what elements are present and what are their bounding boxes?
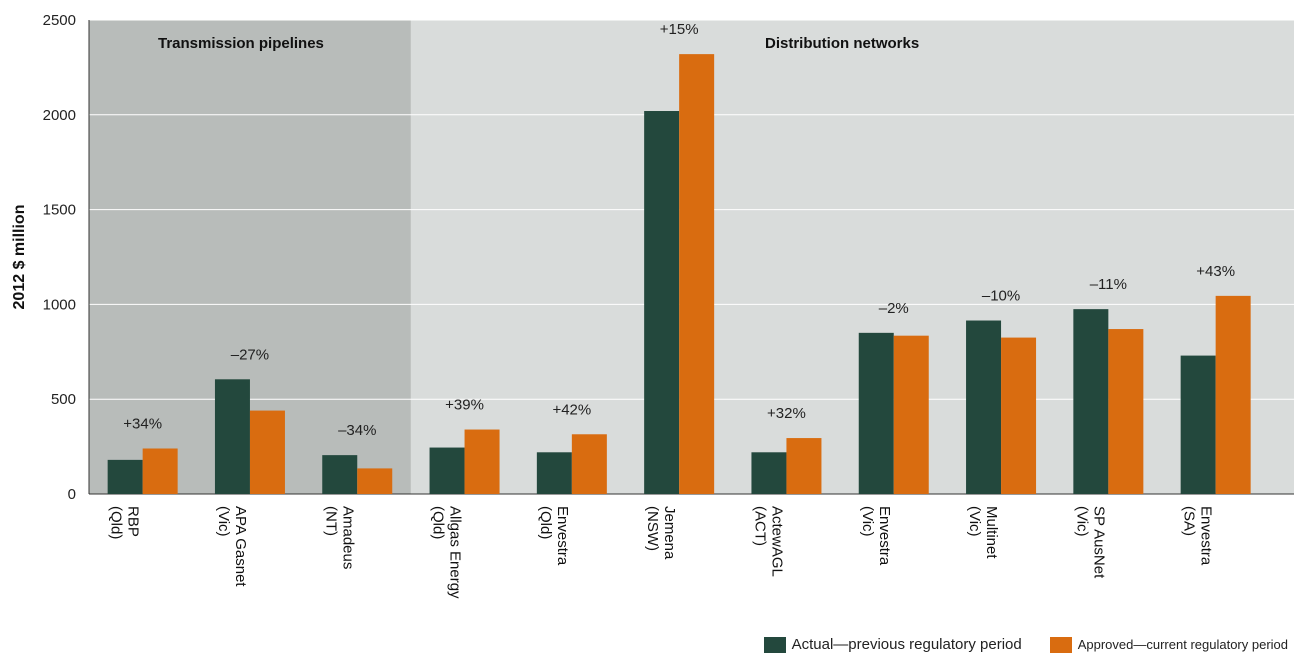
x-tick-label-line: ActewAGL [768,506,785,577]
bar-approved-2 [357,468,393,494]
bar-actual-4 [536,452,572,494]
x-tick-label-2: Amadeus(NT) [322,506,356,569]
bar-approved-4 [571,434,607,494]
x-tick-label-line: (NSW) [644,506,661,551]
bar-approved-9 [1108,329,1144,494]
bar-actual-8 [966,320,1002,494]
y-tick-label-1000: 1000 [43,296,76,313]
bar-actual-0 [107,459,143,494]
bar-approved-1 [249,410,285,494]
x-tick-label-0: RBP(Qld) [108,506,142,539]
bar-actual-2 [322,455,358,494]
x-tick-label-line: (Qld) [430,506,447,539]
x-tick-label-line: (Qld) [537,506,554,539]
region-label-1: Distribution networks [765,35,919,52]
x-tick-label-line: (Vic) [966,506,983,537]
y-tick-label-0: 0 [68,486,76,503]
legend-item-approved: Approved—current regulatory period [1049,636,1288,653]
change-label-0: +34% [123,415,162,432]
x-tick-label-line: Envestra [876,506,893,566]
x-tick-label-line: SP AusNet [1090,506,1107,579]
bar-actual-9 [1073,309,1109,494]
legend-label-actual: Actual—previous regulatory period [791,636,1022,653]
legend-swatch-approved [1049,636,1072,653]
region-label-0: Transmission pipelines [158,35,324,52]
x-tick-label-line: Multinet [983,506,1000,559]
x-tick-label-9: SP AusNet(Vic) [1073,506,1107,579]
change-label-9: –11% [1090,276,1127,293]
region-background-1 [410,20,1294,494]
x-tick-label-5: Jemena(NSW) [644,506,678,560]
change-label-7: –2% [879,300,909,317]
bar-approved-10 [1215,295,1251,494]
bar-actual-3 [429,447,465,494]
x-tick-label-4: Envestra(Qld) [537,506,571,566]
x-tick-label-1: APA Gasnet(Vic) [215,506,249,587]
bar-approved-5 [679,54,715,495]
change-label-10: +43% [1196,263,1235,280]
bar-actual-1 [214,379,250,494]
bar-actual-5 [644,111,680,495]
bar-approved-0 [142,448,178,494]
change-label-4: +42% [552,401,591,418]
x-tick-label-line: (ACT) [751,506,768,546]
bar-approved-6 [786,438,822,494]
x-tick-label-line: Envestra [1198,506,1215,566]
change-label-6: +32% [767,405,806,422]
bar-actual-10 [1180,355,1216,494]
bar-approved-3 [464,429,500,494]
change-label-3: +39% [445,397,484,414]
bar-actual-7 [858,332,894,494]
x-tick-label-line: (Vic) [1073,506,1090,537]
x-tick-label-7: Envestra(Vic) [859,506,893,566]
bar-approved-7 [893,335,929,494]
y-tick-label-1500: 1500 [43,202,76,219]
x-tick-label-line: (Qld) [108,506,125,539]
x-tick-label-10: Envestra(SA) [1181,506,1215,566]
legend-label-approved: Approved—current regulatory period [1077,637,1288,652]
x-tick-label-8: Multinet(Vic) [966,506,1000,559]
y-tick-label-2500: 2500 [43,12,76,29]
legend-swatch-actual [763,636,786,653]
y-axis-title: 2012 $ million [11,205,28,310]
x-tick-label-line: (NT) [322,506,339,536]
legend: Actual—previous regulatory period Approv… [763,636,1288,653]
change-label-8: –10% [982,288,1020,305]
change-label-2: –34% [338,422,376,439]
change-label-1: –27% [231,346,269,363]
x-tick-label-line: Envestra [554,506,571,566]
y-tick-label-500: 500 [51,391,76,408]
x-tick-label-6: ActewAGL(ACT) [751,506,785,577]
legend-item-actual: Actual—previous regulatory period [763,636,1022,653]
bar-approved-8 [1001,337,1037,494]
x-tick-label-line: APA Gasnet [232,506,249,587]
x-tick-label-line: Amadeus [339,506,356,569]
x-tick-label-line: Jemena [661,506,678,560]
change-label-5: +15% [660,21,699,38]
x-tick-label-line: Allgas Energy [447,506,464,599]
x-tick-label-3: Allgas Energy(Qld) [430,506,464,599]
x-tick-label-line: RBP [125,506,142,537]
bar-actual-6 [751,452,787,494]
x-tick-label-line: (Vic) [859,506,876,537]
x-tick-label-line: (SA) [1181,506,1198,536]
x-tick-label-line: (Vic) [215,506,232,537]
y-tick-label-2000: 2000 [43,107,76,124]
